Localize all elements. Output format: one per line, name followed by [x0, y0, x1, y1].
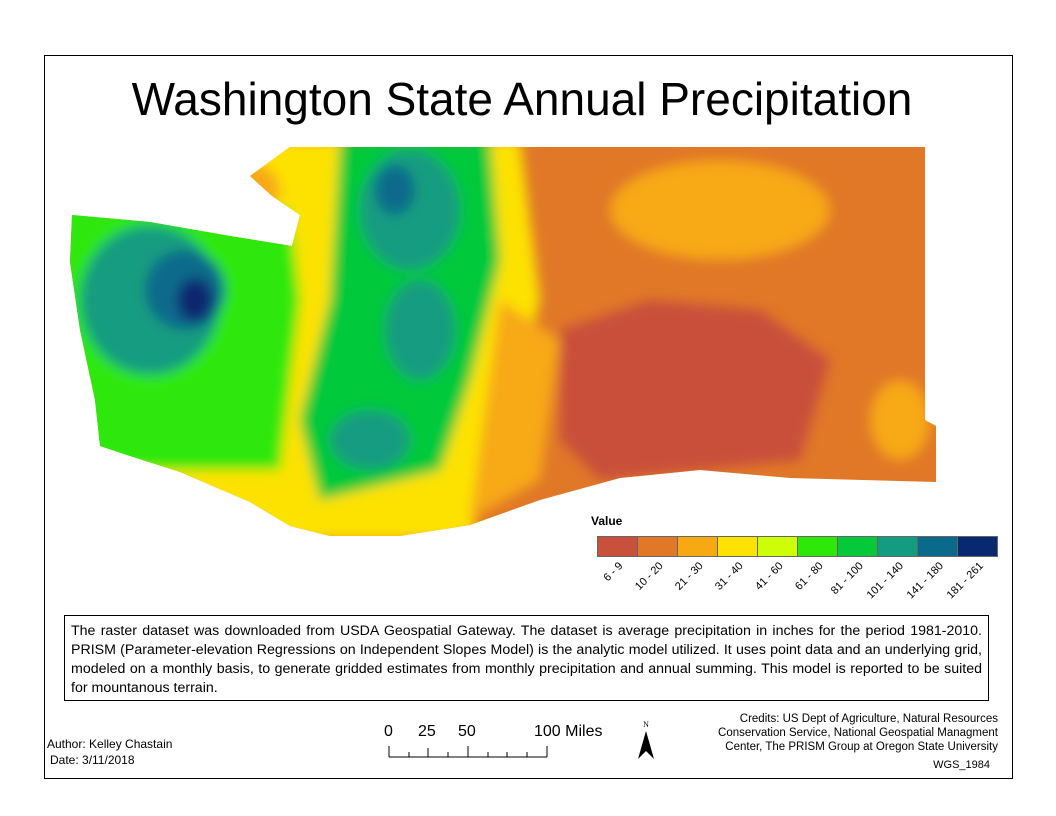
description-box: The raster dataset was downloaded from U…: [64, 615, 989, 701]
legend-swatch: [798, 537, 838, 556]
legend-title: Value: [591, 514, 623, 528]
date: Date: 3/11/2018: [50, 753, 135, 767]
legend-swatch: [918, 537, 958, 556]
scale-label: 25: [418, 723, 436, 740]
legend-swatch: [678, 537, 718, 556]
layout-frame: [44, 55, 1013, 779]
scale-label: 0: [384, 723, 393, 740]
legend-swatch: [638, 537, 678, 556]
author: Author: Kelley Chastain: [47, 737, 173, 751]
legend-swatch: [838, 537, 878, 556]
washington-raster: [70, 147, 936, 536]
credits-line: Center, The PRISM Group at Oregon State …: [725, 741, 998, 753]
credits-line: Conservation Service, National Geospatia…: [718, 727, 998, 739]
legend-swatch: [878, 537, 918, 556]
credits-line: Credits: US Dept of Agriculture, Natural…: [739, 713, 998, 725]
scale-bar-ticks: [388, 746, 548, 757]
legend-swatch: [758, 537, 798, 556]
north-arrow-icon: N: [636, 720, 656, 766]
scale-label: 100 Miles: [534, 723, 603, 740]
legend-swatch: [598, 537, 638, 556]
projection-label: WGS_1984: [933, 759, 990, 771]
credits: Credits: US Dept of Agriculture, Natural…: [718, 712, 998, 754]
legend-swatches: [597, 536, 998, 557]
legend-swatch: [958, 537, 997, 556]
map-title: Washington State Annual Precipitation: [131, 73, 913, 125]
legend-swatch: [718, 537, 758, 556]
scale-label: 50: [458, 723, 476, 740]
north-label: N: [643, 720, 649, 729]
